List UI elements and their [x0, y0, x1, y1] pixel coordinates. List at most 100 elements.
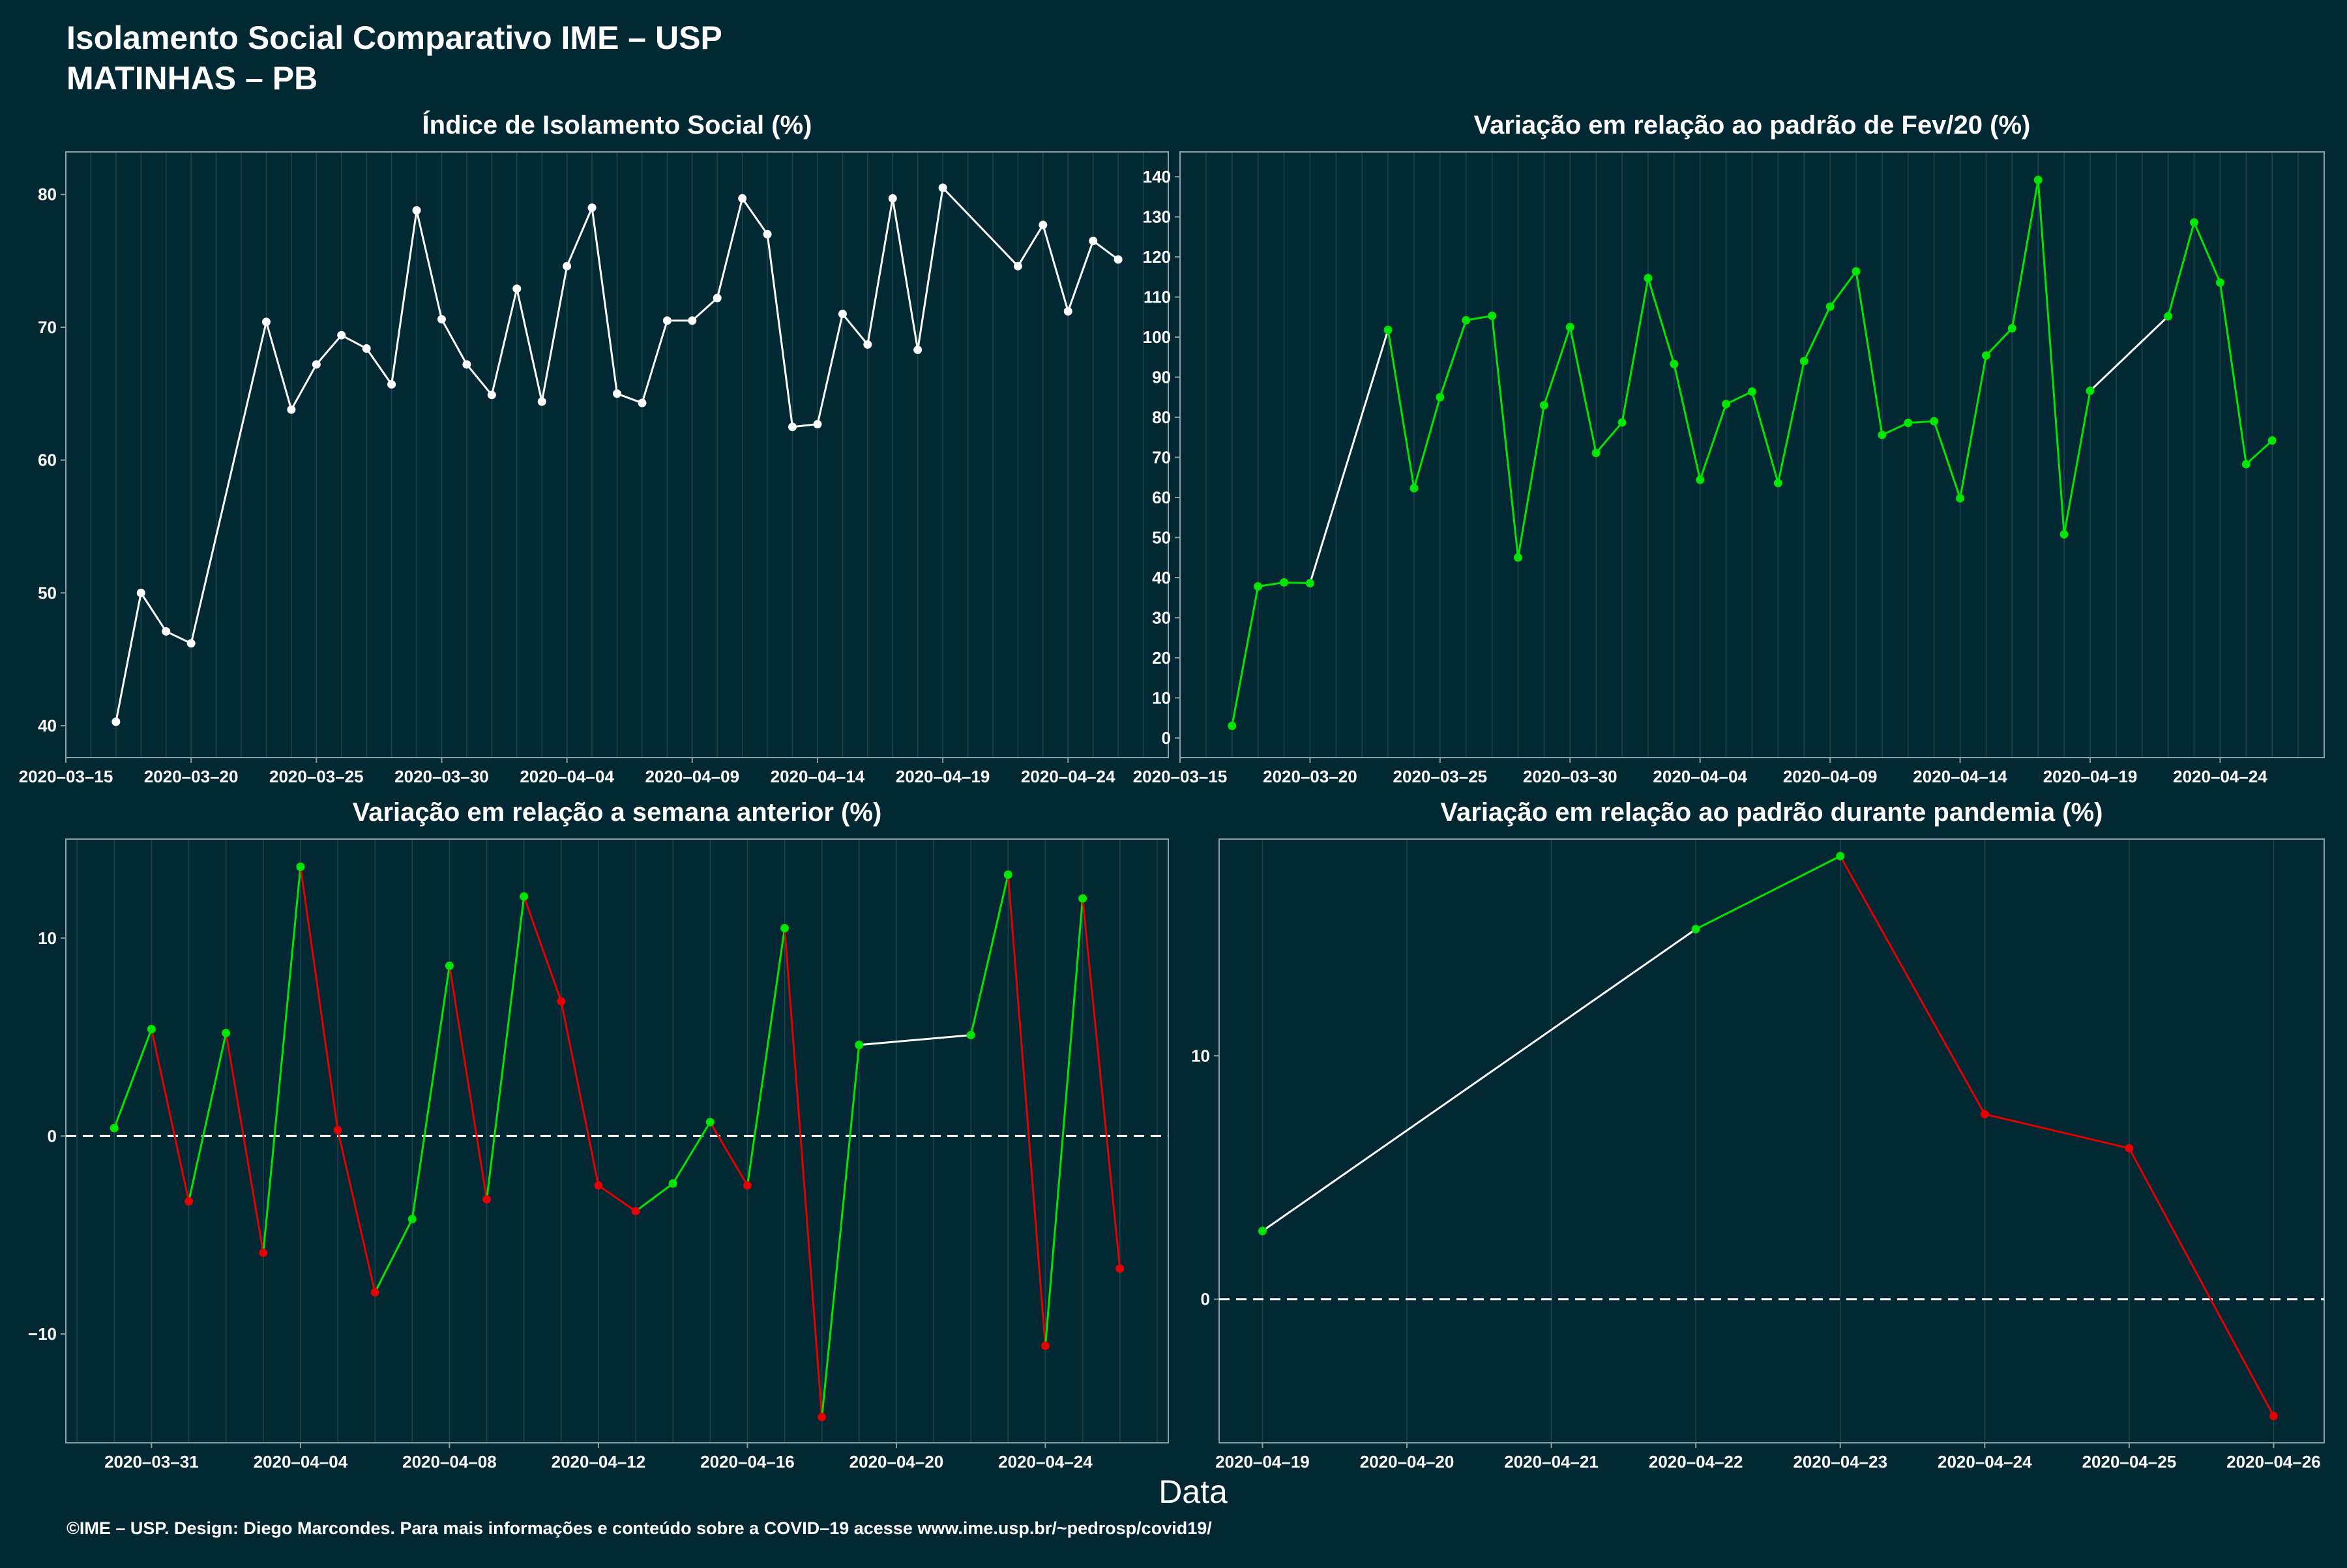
data-point: [1670, 359, 1679, 368]
series-segment: [441, 318, 468, 365]
data-point: [333, 1125, 342, 1134]
series-segment: [1984, 1113, 2130, 1149]
data-point: [557, 997, 566, 1006]
series-segment: [942, 186, 1019, 267]
plot-frame: [65, 151, 1169, 758]
data-point: [186, 639, 196, 648]
series-segment: [1647, 278, 1675, 364]
x-tick-label: 2020–04–20: [1360, 1452, 1454, 1472]
data-point: [185, 1197, 194, 1206]
series-segment: [415, 210, 443, 320]
y-tick-label: 110: [1144, 288, 1171, 307]
data-point: [337, 331, 346, 340]
series-segment: [1231, 586, 1260, 726]
series-segment: [1466, 314, 1492, 321]
series-segment: [635, 1183, 674, 1212]
data-point: [1039, 220, 1048, 229]
series-segment: [616, 392, 643, 404]
y-tick-label: 50: [1152, 527, 1171, 547]
y-tick-label: 0: [1201, 1290, 1210, 1309]
data-point: [1254, 582, 1263, 591]
series-segment: [591, 207, 618, 394]
x-tick-label: 2020–04–09: [645, 767, 739, 786]
series-segment: [1491, 316, 1520, 558]
data-point: [738, 194, 747, 203]
data-point: [1462, 316, 1471, 325]
series-segment: [1908, 420, 1934, 424]
y-tick-label: 100: [1143, 327, 1171, 347]
series-segment: [969, 874, 1009, 1035]
data-point: [1228, 721, 1237, 730]
series-segment: [1007, 874, 1046, 1346]
series-segment: [1517, 405, 1545, 558]
data-point: [2007, 324, 2016, 333]
series-segment: [598, 1185, 636, 1213]
data-point: [222, 1029, 231, 1038]
series-segment: [741, 198, 769, 235]
data-point: [110, 1123, 119, 1132]
y-tick-label: 70: [38, 318, 57, 337]
series-segment: [113, 1028, 153, 1129]
x-tick-label: 2020–04–14: [1913, 767, 2007, 786]
x-tick-label: 2020–04–23: [1793, 1452, 1887, 1472]
x-tick-label: 2020–04–04: [254, 1452, 348, 1472]
data-point: [136, 588, 145, 597]
y-tick-label: 10: [1191, 1046, 1210, 1065]
series-segment: [411, 966, 450, 1220]
x-tick-label: 2020–04–19: [896, 767, 990, 786]
data-point: [1904, 419, 1913, 428]
series-segment: [190, 321, 267, 644]
series-segment: [1044, 898, 1084, 1346]
y-tick-label: 50: [38, 583, 57, 602]
y-tick-label: 120: [1143, 247, 1171, 267]
series-segment: [1695, 855, 1841, 930]
x-tick-label: 2020–03–15: [19, 767, 113, 786]
series-segment: [816, 314, 844, 424]
data-point: [563, 261, 572, 271]
series-segment: [917, 187, 944, 350]
y-tick-label: 0: [1162, 728, 1171, 748]
data-point: [2164, 312, 2173, 321]
data-point: [2241, 460, 2251, 469]
data-point: [763, 229, 772, 239]
series-segment: [1017, 224, 1044, 267]
data-point: [362, 344, 371, 353]
data-point: [1114, 255, 1123, 264]
series-segment: [2128, 1147, 2275, 1417]
data-point: [818, 1413, 827, 1422]
data-point: [259, 1249, 268, 1258]
series-segment: [1751, 391, 1779, 484]
x-tick-label: 2020–04–08: [402, 1452, 497, 1472]
y-tick-label: −10: [28, 1324, 57, 1344]
data-point: [162, 627, 171, 636]
chart-panels: Índice de Isolamento Social (%) 40 50 60 70 8…: [19, 110, 2325, 1472]
x-tick-label: 2020–04–14: [771, 767, 865, 786]
series-segment: [1621, 278, 1649, 423]
series-segment: [262, 866, 302, 1253]
series-segment: [716, 198, 744, 299]
data-point: [1722, 400, 1731, 409]
series-segment: [1777, 361, 1805, 484]
data-point: [2267, 436, 2277, 445]
series-segment: [766, 234, 794, 427]
y-tick-label: 40: [1152, 568, 1171, 587]
series-segment: [891, 198, 919, 350]
plot-frame: [1218, 838, 2325, 1443]
series-segment: [490, 288, 518, 396]
series-segment: [1308, 329, 1389, 584]
x-tick-label: 2020–03–30: [1523, 767, 1617, 786]
data-point: [1115, 1264, 1125, 1273]
x-axis-label: Data: [1159, 1473, 1228, 1510]
series-segment: [1725, 391, 1753, 406]
series-segment: [299, 866, 339, 1131]
data-point: [2033, 175, 2043, 185]
series-segment: [1082, 898, 1121, 1269]
series-segment: [316, 334, 342, 365]
data-point: [1280, 578, 1289, 587]
series-segment: [2037, 179, 2065, 535]
data-point: [1410, 484, 1419, 493]
data-point: [788, 422, 797, 432]
data-point: [2215, 278, 2224, 287]
data-point: [1383, 325, 1393, 334]
